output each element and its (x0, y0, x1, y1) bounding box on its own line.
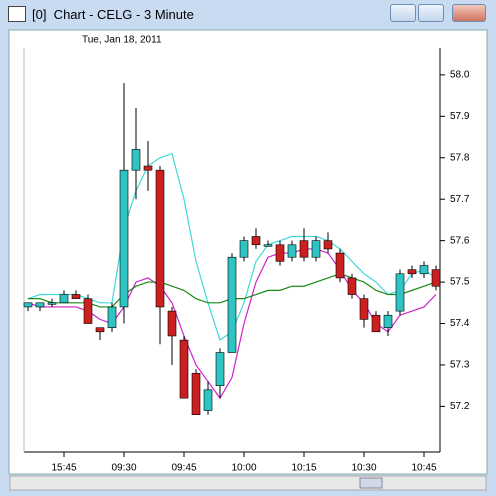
candle-body (239, 240, 249, 258)
candle-body (95, 327, 105, 333)
chart-subtitle: Tue, Jan 18, 2011 (82, 35, 162, 46)
scrollbar[interactable] (9, 475, 487, 491)
y-tick-label: 57.6 (450, 235, 470, 246)
candle-body (119, 169, 129, 308)
candle-body (395, 273, 405, 312)
x-tick-label: 15:45 (51, 463, 76, 474)
x-tick-label: 09:45 (171, 463, 196, 474)
window-title: [0] Chart - CELG - 3 Minute (32, 7, 194, 22)
candle-body (179, 339, 189, 399)
candle-body (35, 302, 45, 308)
candle-body (287, 244, 297, 258)
candle-body (143, 165, 153, 171)
candle-body (371, 314, 381, 333)
scroll-thumb[interactable] (359, 477, 383, 489)
candle-body (59, 294, 69, 304)
y-tick-label: 57.5 (450, 277, 470, 288)
candle-body (47, 302, 57, 305)
candle-body (407, 269, 417, 275)
maximize-button[interactable] (418, 4, 444, 22)
candle-body (347, 277, 357, 295)
candle-body (203, 389, 213, 411)
y-tick-label: 57.9 (450, 111, 470, 122)
candle-body (299, 240, 309, 258)
candle-body (419, 265, 429, 275)
candle-body (311, 240, 321, 258)
y-tick-label: 57.8 (450, 152, 470, 163)
candle-body (251, 236, 261, 246)
candle-body (23, 302, 33, 308)
y-tick-label: 57.3 (450, 360, 470, 371)
x-tick-label: 10:00 (231, 463, 256, 474)
minimize-button[interactable] (390, 4, 416, 22)
candle-body (215, 352, 225, 386)
x-tick-label: 10:45 (411, 463, 436, 474)
x-tick-label: 10:30 (351, 463, 376, 474)
title-bar: [0] Chart - CELG - 3 Minute (0, 0, 496, 28)
candle-body (263, 244, 273, 247)
candle-body (227, 256, 237, 353)
candle-body (107, 306, 117, 328)
y-tick-label: 57.7 (450, 194, 470, 205)
candle-body (275, 244, 285, 262)
y-tick-label: 57.2 (450, 401, 470, 412)
candle-body (383, 314, 393, 328)
candle-body (131, 149, 141, 171)
y-tick-label: 57.4 (450, 318, 470, 329)
candle-body (191, 372, 201, 416)
candle-body (359, 298, 369, 320)
candle-body (335, 252, 345, 279)
candle-body (71, 294, 81, 299)
x-tick-label: 10:15 (291, 463, 316, 474)
app-icon (8, 6, 26, 22)
y-tick-label: 58.0 (450, 70, 470, 81)
x-tick-label: 09:30 (111, 463, 136, 474)
candle-body (155, 169, 165, 308)
candle-body (167, 310, 177, 337)
chart: Tue, Jan 18, 2011 57.2 57.3 57.4 57.5 57.6 57… (8, 29, 488, 491)
candle-body (323, 240, 333, 250)
candle-body (83, 298, 93, 324)
candle-body (431, 269, 441, 287)
close-button[interactable] (452, 4, 486, 22)
